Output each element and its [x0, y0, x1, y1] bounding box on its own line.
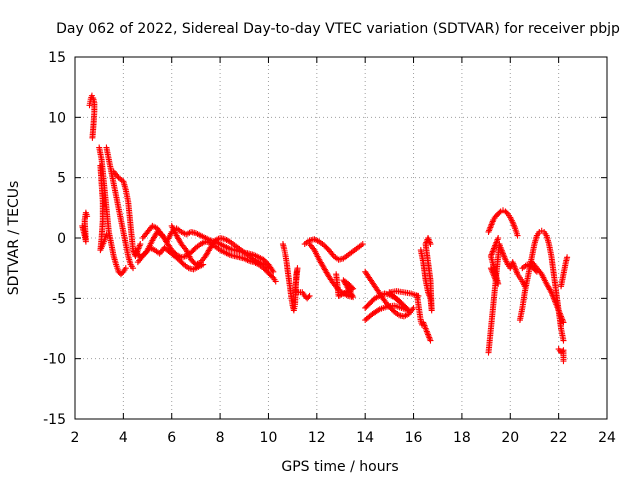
- data-point: [200, 261, 207, 268]
- x-tick-label: 16: [405, 430, 423, 446]
- y-tick-label: 5: [57, 171, 66, 187]
- y-tick-label: -10: [43, 352, 66, 368]
- data-point: [89, 134, 96, 141]
- data-point: [410, 304, 417, 311]
- x-tick-label: 8: [216, 430, 225, 446]
- data-point: [269, 273, 276, 280]
- y-tick-label: 10: [48, 110, 66, 126]
- y-tick-label: 15: [48, 50, 66, 66]
- data-point: [560, 319, 567, 326]
- data-point: [495, 235, 502, 241]
- x-tick-label: 22: [550, 430, 568, 446]
- data-point: [306, 292, 313, 299]
- data-point: [564, 254, 571, 261]
- data-point: [119, 269, 126, 276]
- data-point: [560, 337, 567, 344]
- data-point: [305, 294, 312, 301]
- x-tick-label: 14: [356, 430, 374, 446]
- data-point: [130, 265, 137, 272]
- x-tick-label: 4: [119, 430, 128, 446]
- data-point: [270, 268, 277, 275]
- chart-title: Day 062 of 2022, Sidereal Day-to-day VTE…: [56, 21, 620, 37]
- x-tick-label: 10: [260, 430, 278, 446]
- data-point: [333, 271, 340, 278]
- data-point: [84, 213, 91, 220]
- data-point: [272, 278, 279, 285]
- data-point: [427, 337, 434, 344]
- x-tick-label: 18: [453, 430, 471, 446]
- data-point: [547, 287, 554, 294]
- data-point: [269, 267, 276, 274]
- x-tick-label: 24: [598, 430, 616, 446]
- data-point: [265, 265, 272, 272]
- data-point: [427, 241, 434, 248]
- x-tick-label: 6: [167, 430, 176, 446]
- data-point: [122, 265, 129, 272]
- data-point: [496, 209, 503, 216]
- x-tick-label: 2: [71, 430, 80, 446]
- y-tick-label: -15: [43, 412, 66, 428]
- y-tick-label: -5: [52, 291, 66, 307]
- data-point: [533, 268, 540, 275]
- data-point: [503, 209, 510, 216]
- data-point: [137, 241, 144, 248]
- x-tick-label: 12: [308, 430, 326, 446]
- data-point: [103, 231, 110, 238]
- grid: [75, 57, 607, 419]
- x-axis-label: GPS time / hours: [281, 459, 398, 475]
- data-point: [560, 358, 567, 365]
- y-tick-label: 0: [57, 231, 66, 247]
- data-point: [359, 241, 366, 248]
- data-point: [514, 232, 521, 239]
- x-tick-label: 20: [501, 430, 519, 446]
- y-axis-label: SDTVAR / TECUs: [6, 181, 22, 296]
- data-points: [79, 92, 571, 365]
- data-point: [532, 267, 539, 274]
